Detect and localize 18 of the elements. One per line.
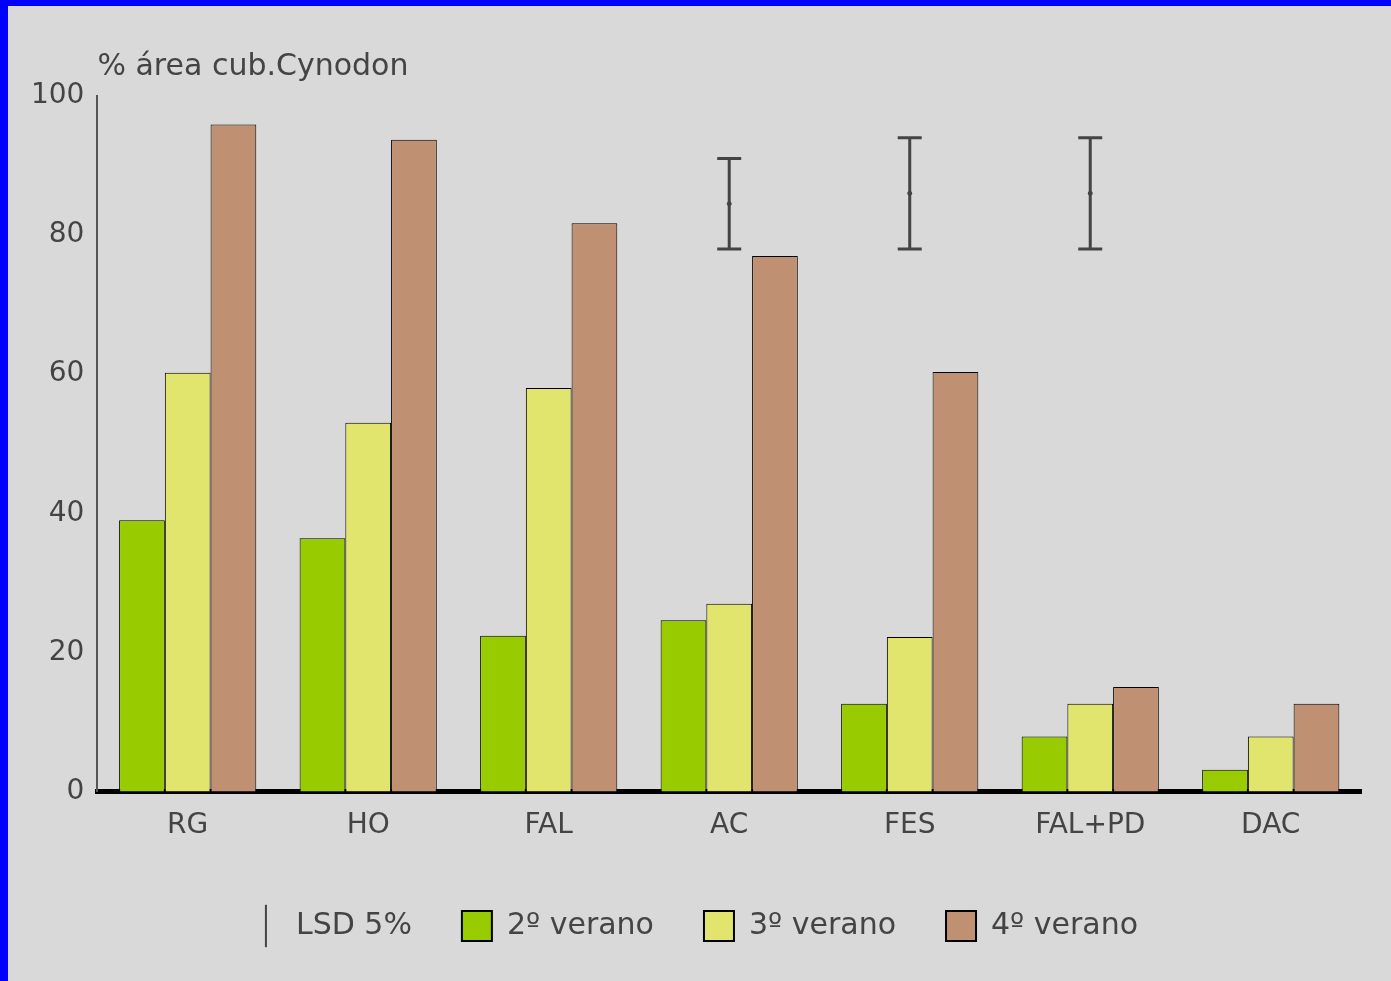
x-tick-label: RG bbox=[167, 807, 209, 841]
x-tick-label: FAL+PD bbox=[1035, 807, 1146, 841]
legend-label: 3º verano bbox=[748, 905, 897, 941]
x-tick-label: AC bbox=[710, 807, 749, 841]
y-tick-label: 100 bbox=[30, 77, 85, 111]
legend-label: LSD 5% bbox=[295, 905, 412, 941]
y-tick-label: 0 bbox=[66, 772, 85, 806]
legend-label: 2º verano bbox=[506, 905, 654, 941]
x-tick-label: HO bbox=[346, 807, 390, 841]
legend-label: 4º verano bbox=[991, 905, 1139, 941]
y-tick-label: 60 bbox=[48, 355, 85, 389]
x-tick-label: FAL bbox=[524, 807, 574, 841]
y-tick-label: 80 bbox=[48, 216, 85, 250]
y-axis-title: % área cub.Cynodon bbox=[97, 46, 409, 82]
y-tick-label: 40 bbox=[48, 494, 85, 528]
x-tick-label: DAC bbox=[1241, 807, 1301, 841]
x-tick-label: FES bbox=[883, 807, 936, 841]
y-tick-label: 20 bbox=[48, 633, 85, 667]
